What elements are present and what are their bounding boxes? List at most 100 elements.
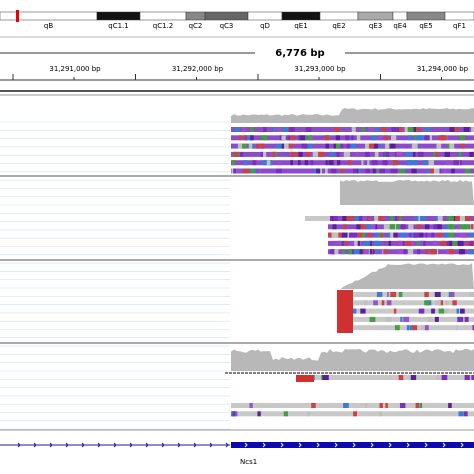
mismatch [431, 232, 435, 238]
mismatch [325, 168, 328, 174]
mismatch [386, 300, 392, 306]
mismatch [457, 316, 460, 322]
read [231, 411, 474, 417]
ruler-label: 31,294,000 bp [417, 65, 469, 73]
mismatch [435, 300, 441, 306]
arrow [388, 442, 392, 448]
mismatch [410, 240, 415, 246]
mismatch [448, 249, 455, 255]
mismatch [368, 240, 372, 246]
arrow [17, 442, 21, 448]
mismatch [463, 411, 468, 417]
mismatch [386, 224, 392, 230]
mismatch [435, 375, 441, 380]
mismatch [406, 325, 410, 331]
mismatch [456, 308, 460, 314]
mismatch [424, 292, 429, 297]
mismatch [448, 232, 455, 238]
mismatch [356, 135, 361, 141]
arrow [81, 442, 85, 448]
mismatch [312, 151, 319, 157]
arrow [145, 442, 149, 448]
mismatch [262, 151, 267, 157]
gene-label: Ncs1 [240, 458, 257, 466]
mismatch [432, 240, 436, 246]
mismatch [405, 151, 412, 157]
mismatch [305, 127, 312, 132]
mismatch [284, 143, 289, 149]
arrow [129, 442, 133, 448]
mismatch [242, 143, 247, 149]
mismatch [404, 127, 411, 132]
read [340, 308, 474, 314]
mismatch [445, 300, 449, 306]
mismatch [469, 232, 474, 238]
mismatch [417, 151, 424, 157]
mismatch [306, 411, 311, 417]
mismatch [350, 308, 357, 314]
band-label: qE5 [419, 22, 432, 30]
mismatch [337, 160, 341, 166]
mismatch [466, 240, 469, 246]
band-label: qF1 [453, 22, 466, 30]
mismatch [345, 135, 350, 141]
mismatch [361, 127, 365, 132]
read [231, 151, 474, 157]
mismatch [464, 224, 470, 230]
mismatch [409, 325, 413, 331]
mismatch [231, 160, 236, 166]
mismatch [348, 232, 355, 238]
mismatch [413, 151, 416, 157]
mismatch [447, 224, 451, 230]
mismatch [373, 127, 380, 132]
mismatch [471, 224, 474, 230]
mismatch [341, 240, 345, 246]
mismatch [398, 127, 403, 132]
coverage [340, 180, 474, 205]
mismatch [248, 143, 253, 149]
mismatch [260, 143, 265, 149]
mismatch [449, 143, 455, 149]
mismatch [237, 143, 243, 149]
mismatch [376, 292, 383, 297]
mismatch [414, 135, 418, 141]
arrow [352, 442, 356, 448]
mismatch [251, 143, 255, 149]
mismatch [384, 249, 388, 255]
ruler-label: 31,293,000 bp [294, 65, 346, 73]
band [357, 11, 394, 21]
mismatch [333, 160, 339, 166]
mismatch [246, 135, 252, 141]
mismatch [394, 325, 400, 331]
mismatch [455, 325, 458, 331]
mismatch [414, 232, 420, 238]
band-label: qC1.1 [108, 22, 128, 30]
mismatch [379, 168, 385, 174]
mismatch [342, 216, 347, 221]
mismatch [460, 308, 465, 314]
mismatch [298, 151, 303, 157]
mismatch [279, 168, 282, 174]
mismatch [430, 249, 437, 255]
mismatch [365, 168, 371, 174]
mismatch [338, 232, 343, 238]
mismatch [391, 135, 397, 141]
mismatch [446, 240, 450, 246]
mismatch [368, 232, 372, 238]
mismatch [234, 151, 239, 157]
mismatch [388, 232, 391, 238]
mismatch [242, 127, 247, 132]
mismatch [250, 135, 254, 141]
mismatch [459, 216, 465, 221]
mismatch [410, 375, 417, 380]
mismatch [407, 135, 412, 141]
arrow [316, 442, 320, 448]
mismatch [351, 240, 354, 246]
mismatch [465, 216, 468, 221]
mismatch [446, 249, 451, 255]
mismatch [389, 143, 396, 149]
mismatch [256, 143, 260, 149]
mismatch [261, 135, 268, 141]
mismatch [356, 224, 361, 230]
mismatch [236, 168, 242, 174]
